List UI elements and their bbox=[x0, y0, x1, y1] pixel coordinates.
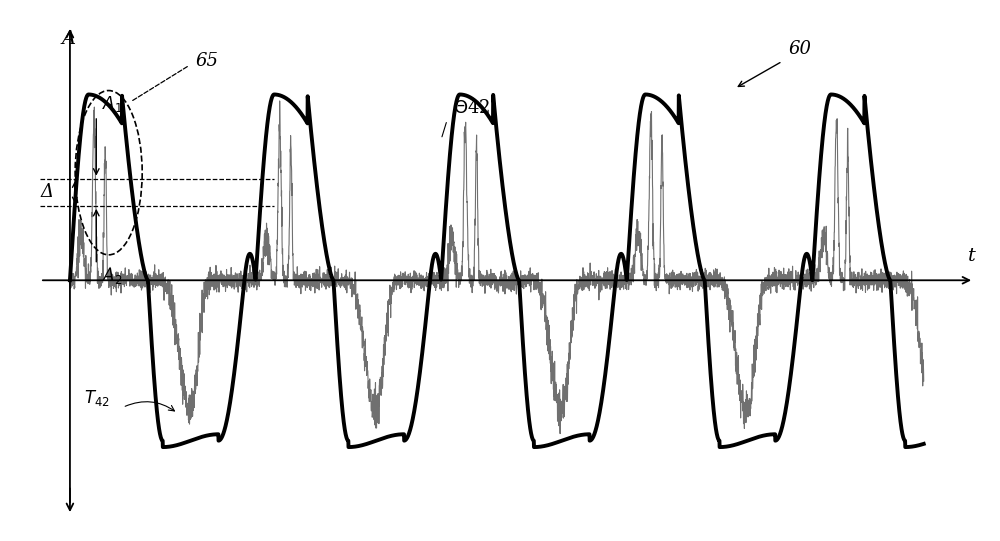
Text: 65: 65 bbox=[196, 52, 219, 70]
Text: 60: 60 bbox=[788, 41, 811, 58]
Text: $A_1$: $A_1$ bbox=[102, 94, 123, 114]
Text: $\Theta$42: $\Theta$42 bbox=[453, 99, 490, 117]
Text: $T_{42}$: $T_{42}$ bbox=[84, 388, 110, 407]
Text: Δ: Δ bbox=[40, 183, 53, 201]
Text: A: A bbox=[62, 30, 76, 48]
Text: $A_2$: $A_2$ bbox=[102, 266, 123, 286]
Text: t: t bbox=[968, 247, 976, 265]
